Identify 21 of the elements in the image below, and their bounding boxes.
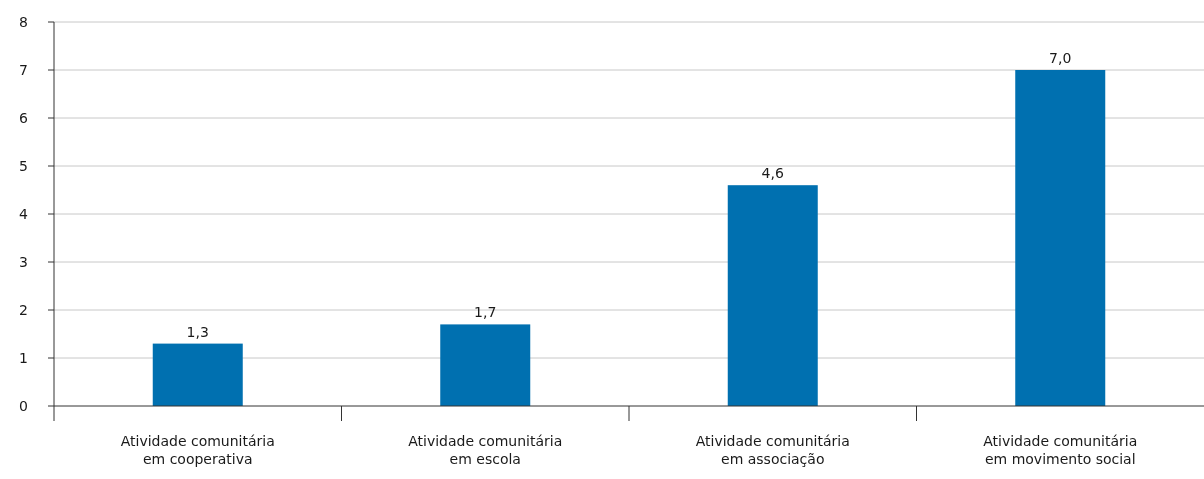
data-label: 1,7: [474, 304, 497, 321]
data-label: 1,3: [186, 323, 209, 340]
y-tick-label: 5: [19, 157, 28, 174]
y-tick-label: 7: [19, 61, 28, 78]
y-tick-label: 2: [19, 301, 28, 318]
x-tick-label: Atividade comunitária em movimento social: [983, 433, 1138, 467]
y-tick-label: 1: [19, 349, 28, 366]
y-tick-label: 3: [19, 253, 28, 270]
x-tick-label: Atividade comunitária em cooperativa: [120, 433, 275, 467]
bar: [152, 343, 243, 406]
x-tick-label: Atividade comunitária em associação: [695, 433, 850, 467]
data-label: 7,0: [1049, 50, 1072, 66]
y-tick-label: 6: [19, 109, 28, 126]
bar: [727, 185, 818, 406]
data-label: 4,6: [761, 165, 784, 182]
y-tick-label: 8: [19, 13, 28, 30]
bar: [440, 324, 531, 406]
bar: [1015, 70, 1106, 406]
y-tick-label: 4: [19, 205, 28, 222]
y-tick-label: 0: [19, 397, 28, 414]
x-tick-label: Atividade comunitária em escola: [408, 433, 563, 467]
